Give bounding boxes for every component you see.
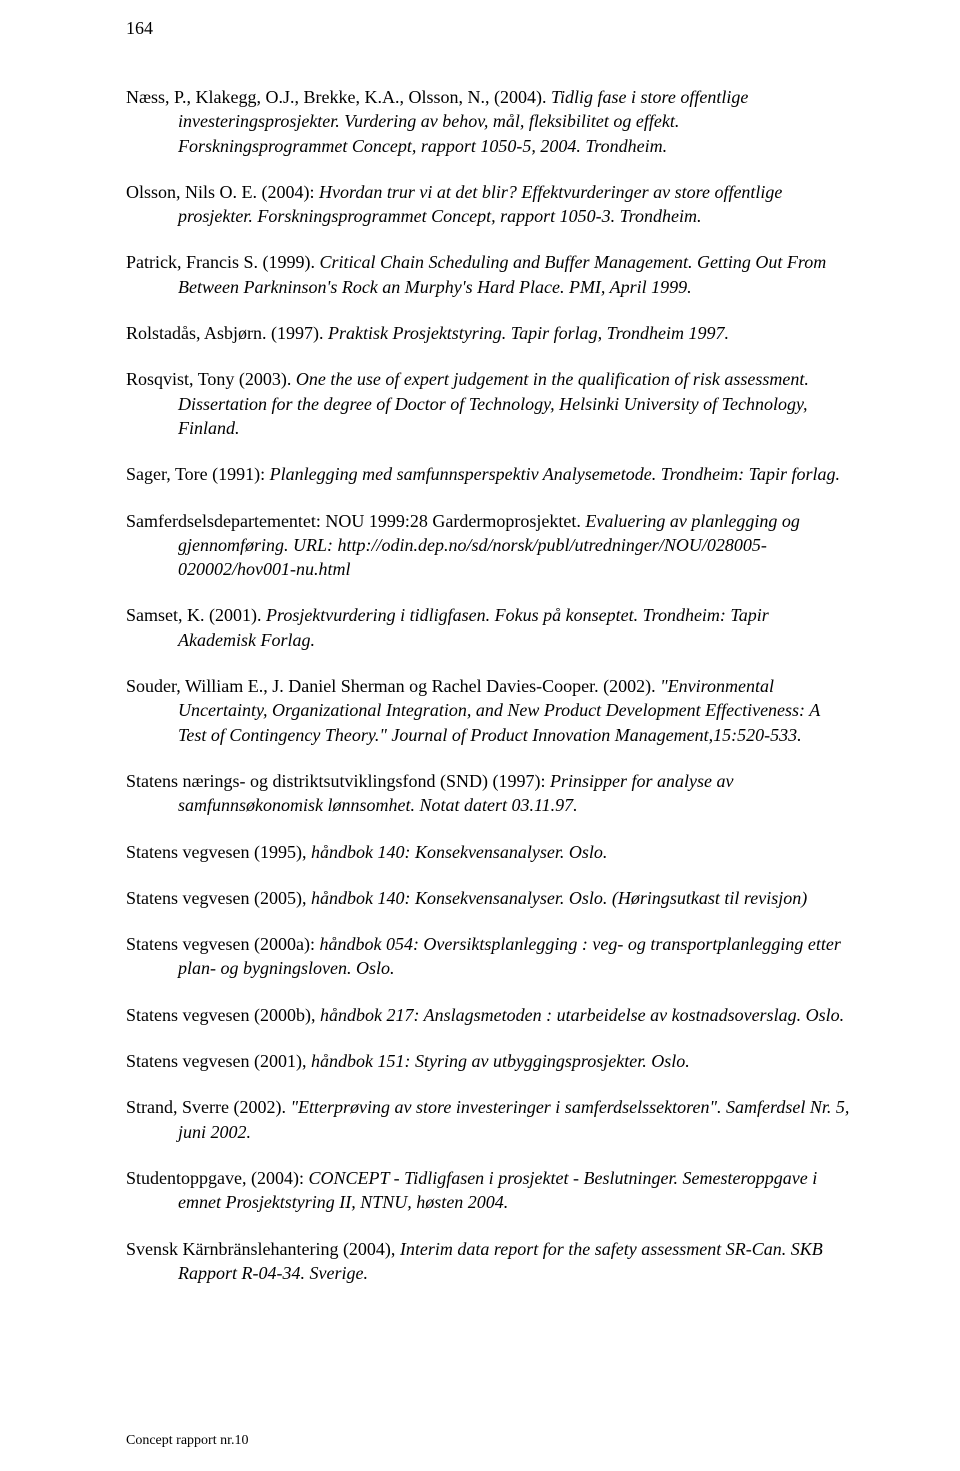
entry-plain: Strand, Sverre (2002). [126,1097,290,1117]
bibliography-entry: Statens vegvesen (2000b), håndbok 217: A… [126,1003,850,1027]
entry-plain: Næss, P., Klakegg, O.J., Brekke, K.A., O… [126,87,551,107]
bibliography-entry: Olsson, Nils O. E. (2004): Hvordan trur … [126,180,850,229]
entry-plain: Rolstadås, Asbjørn. (1997). [126,323,328,343]
bibliography-entry: Samferdselsdepartementet: NOU 1999:28 Ga… [126,509,850,582]
bibliography-entry: Rosqvist, Tony (2003). One the use of ex… [126,367,850,440]
entry-plain: Statens vegvesen (2005), [126,888,311,908]
entry-plain: Svensk Kärnbränslehantering (2004), [126,1239,400,1259]
entry-plain: Statens nærings- og distriktsutviklingsf… [126,771,550,791]
bibliography-entry: Statens vegvesen (2000a): håndbok 054: O… [126,932,850,981]
bibliography-entry: Statens nærings- og distriktsutviklingsf… [126,769,850,818]
bibliography-entry: Patrick, Francis S. (1999). Critical Cha… [126,250,850,299]
entry-italic: Praktisk Prosjektstyring. Tapir forlag, … [328,323,729,343]
entry-italic: Prosjektvurdering i tidligfasen. Fokus p… [178,605,769,649]
bibliography-entry: Strand, Sverre (2002). "Etterprøving av … [126,1095,850,1144]
bibliography-entry: Statens vegvesen (2001), håndbok 151: St… [126,1049,850,1073]
bibliography-entry: Studentoppgave, (2004): CONCEPT - Tidlig… [126,1166,850,1215]
entry-plain: Sager, Tore (1991): [126,464,270,484]
bibliography-list: Næss, P., Klakegg, O.J., Brekke, K.A., O… [126,85,850,1285]
bibliography-entry: Næss, P., Klakegg, O.J., Brekke, K.A., O… [126,85,850,158]
entry-plain: Statens vegvesen (1995), [126,842,311,862]
entry-italic: håndbok 140: Konsekvensanalyser. Oslo. [311,842,607,862]
entry-plain: Olsson, Nils O. E. (2004): [126,182,319,202]
entry-plain: Rosqvist, Tony (2003). [126,369,296,389]
entry-italic: Planlegging med samfunnsperspektiv Analy… [270,464,840,484]
entry-italic: håndbok 151: Styring av utbyggingsprosje… [311,1051,690,1071]
entry-plain: Samferdselsdepartementet: NOU 1999:28 Ga… [126,511,585,531]
page-number: 164 [126,18,850,39]
bibliography-entry: Souder, William E., J. Daniel Sherman og… [126,674,850,747]
page-footer: Concept rapport nr.10 [126,1433,248,1449]
page-container: 164 Næss, P., Klakegg, O.J., Brekke, K.A… [0,0,960,1471]
bibliography-entry: Statens vegvesen (2005), håndbok 140: Ko… [126,886,850,910]
entry-italic: håndbok 140: Konsekvensanalyser. Oslo. (… [311,888,807,908]
entry-plain: Samset, K. (2001). [126,605,266,625]
entry-plain: Patrick, Francis S. (1999). [126,252,319,272]
bibliography-entry: Sager, Tore (1991): Planlegging med samf… [126,462,850,486]
entry-italic: håndbok 217: Anslagsmetoden : utarbeidel… [320,1005,844,1025]
bibliography-entry: Samset, K. (2001). Prosjektvurdering i t… [126,603,850,652]
entry-plain: Statens vegvesen (2000b), [126,1005,320,1025]
entry-plain: Statens vegvesen (2000a): [126,934,319,954]
bibliography-entry: Rolstadås, Asbjørn. (1997). Praktisk Pro… [126,321,850,345]
bibliography-entry: Svensk Kärnbränslehantering (2004), Inte… [126,1237,850,1286]
bibliography-entry: Statens vegvesen (1995), håndbok 140: Ko… [126,840,850,864]
entry-plain: Statens vegvesen (2001), [126,1051,311,1071]
entry-plain: Souder, William E., J. Daniel Sherman og… [126,676,660,696]
entry-plain: Studentoppgave, (2004): [126,1168,308,1188]
